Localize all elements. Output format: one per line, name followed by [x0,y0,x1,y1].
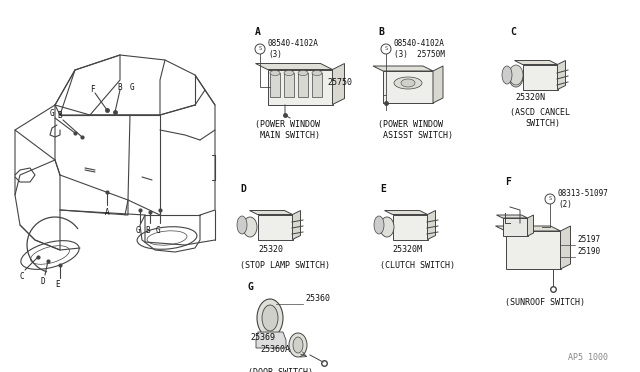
Text: G: G [50,109,54,119]
Polygon shape [495,226,561,231]
Text: ASISST SWITCH): ASISST SWITCH) [383,131,453,140]
Text: C: C [20,272,24,281]
Text: (POWER WINDOW: (POWER WINDOW [255,120,320,129]
Ellipse shape [502,66,512,84]
Text: (ASCD CANCEL: (ASCD CANCEL [510,108,570,117]
Polygon shape [268,70,333,105]
Ellipse shape [289,333,307,357]
Polygon shape [392,215,428,240]
Ellipse shape [298,71,308,76]
Text: G: G [130,83,134,92]
Text: (3)  25750M: (3) 25750M [394,50,445,59]
Text: AP5 1000: AP5 1000 [568,353,608,362]
Text: A: A [105,208,109,217]
Text: E: E [380,184,386,194]
Ellipse shape [374,216,384,234]
Text: D: D [240,184,246,194]
Polygon shape [383,71,433,103]
Text: B: B [378,27,384,37]
Polygon shape [428,211,435,240]
Text: 25360A: 25360A [260,345,290,354]
Ellipse shape [284,71,294,76]
Polygon shape [373,66,433,71]
Polygon shape [298,73,308,97]
Polygon shape [433,66,443,103]
Text: E: E [56,280,60,289]
Text: 25320N: 25320N [515,93,545,102]
Polygon shape [527,215,534,236]
Text: 08313-51097: 08313-51097 [558,189,609,198]
Polygon shape [284,73,294,97]
Polygon shape [561,226,570,269]
Polygon shape [385,211,428,215]
Text: (3): (3) [268,50,282,59]
Text: 25320: 25320 [258,245,283,254]
Ellipse shape [509,65,523,85]
Polygon shape [497,215,527,218]
Polygon shape [333,64,344,105]
Polygon shape [257,215,292,240]
Polygon shape [522,64,557,90]
Polygon shape [256,332,286,348]
Polygon shape [312,73,322,97]
Polygon shape [250,211,292,215]
Text: MAIN SWITCH): MAIN SWITCH) [260,131,320,140]
Text: G: G [136,226,140,235]
Text: G: G [248,282,254,292]
Text: B: B [118,83,122,92]
Text: S: S [259,46,262,51]
Ellipse shape [401,79,415,87]
Polygon shape [506,231,561,269]
Text: 08540-4102A: 08540-4102A [268,39,319,48]
Text: (2): (2) [558,200,572,209]
Text: S: S [548,196,552,202]
Text: (CLUTCH SWITCH): (CLUTCH SWITCH) [380,261,455,270]
Text: F: F [90,86,94,94]
Text: B: B [146,226,150,235]
Text: A: A [255,27,261,37]
Text: (SUNROOF SWITCH): (SUNROOF SWITCH) [505,298,585,307]
Polygon shape [292,211,301,240]
Text: 25197: 25197 [577,235,600,244]
Ellipse shape [257,299,283,337]
Ellipse shape [243,217,257,237]
Text: (POWER WINDOW: (POWER WINDOW [378,120,443,129]
Polygon shape [255,64,333,70]
Text: G: G [156,226,160,235]
Polygon shape [557,61,566,90]
Ellipse shape [380,217,394,237]
Text: (DOOR SWITCH): (DOOR SWITCH) [248,368,313,372]
Text: D: D [41,277,45,286]
Ellipse shape [237,216,247,234]
Ellipse shape [270,71,280,76]
Ellipse shape [509,67,523,87]
Text: (STOP LAMP SWITCH): (STOP LAMP SWITCH) [240,261,330,270]
Text: 25750: 25750 [327,78,352,87]
Polygon shape [515,61,557,64]
Text: 25360: 25360 [305,294,330,303]
Text: 08540-4102A: 08540-4102A [394,39,445,48]
Ellipse shape [293,337,303,353]
Text: S: S [385,46,388,51]
Text: C: C [510,27,516,37]
Text: SWITCH): SWITCH) [525,119,560,128]
Ellipse shape [312,71,322,76]
Text: B: B [58,112,62,121]
Ellipse shape [262,305,278,331]
Polygon shape [502,218,527,236]
Text: 25320M: 25320M [392,245,422,254]
Ellipse shape [394,77,422,89]
Polygon shape [270,73,280,97]
Text: 25369: 25369 [250,333,275,342]
Text: 25190: 25190 [577,247,600,256]
Text: F: F [505,177,511,187]
